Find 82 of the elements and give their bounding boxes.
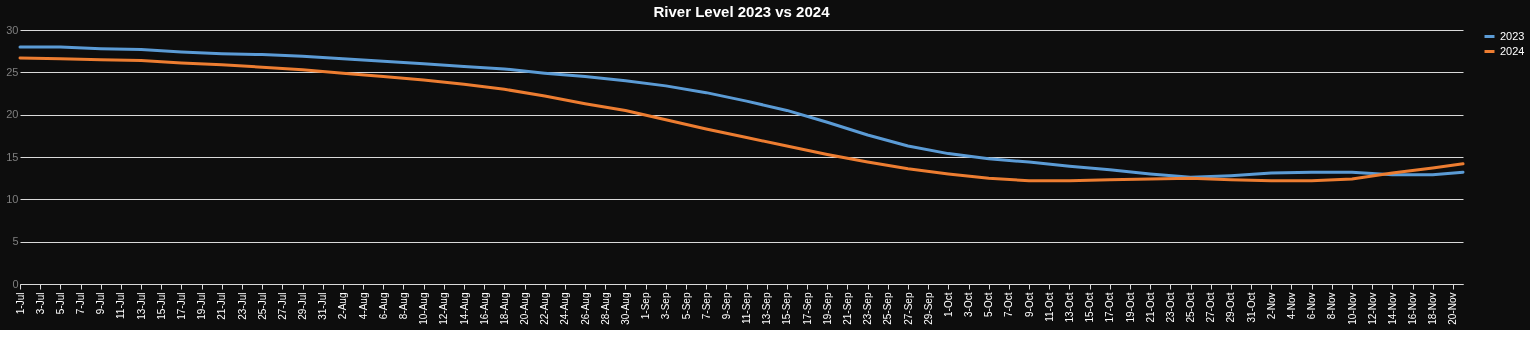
x-tick-label: 8-Aug — [397, 292, 409, 320]
x-tick-label: 20-Nov — [1447, 292, 1459, 325]
x-tick-label: 17-Oct — [1104, 292, 1116, 323]
x-tick-label: 19-Jul — [196, 292, 208, 320]
x-tick-label: 13-Sep — [761, 292, 773, 325]
x-tick-label: 3-Sep — [660, 292, 672, 320]
x-tick-label: 18-Nov — [1427, 292, 1439, 325]
x-tick-label: 23-Sep — [862, 292, 874, 325]
x-tick-label: 31-Oct — [1245, 292, 1257, 323]
x-tick-label: 30-Aug — [619, 292, 631, 325]
x-tick-label: 14-Aug — [458, 292, 470, 325]
x-tick-label: 13-Oct — [1063, 292, 1075, 323]
x-tick-label: 1-Jul — [14, 292, 26, 315]
x-tick-label: 27-Jul — [276, 292, 288, 320]
x-tick-label: 31-Jul — [317, 292, 329, 320]
x-tick-label: 1-Sep — [640, 292, 652, 320]
x-tick-label: 25-Sep — [882, 292, 894, 325]
y-tick-label: 5 — [12, 235, 19, 248]
x-tick-label: 29-Jul — [297, 292, 309, 320]
x-tick-label: 2-Nov — [1265, 292, 1277, 320]
x-tick-label: 11-Sep — [741, 292, 753, 325]
x-tick-label: 10-Nov — [1346, 292, 1358, 325]
x-tick-label: 5-Jul — [54, 292, 66, 315]
x-tick-label: 7-Jul — [75, 292, 87, 315]
x-tick-label: 15-Sep — [781, 292, 793, 325]
x-tick-label: 12-Nov — [1366, 292, 1378, 325]
x-tick-label: 3-Oct — [963, 292, 975, 317]
x-tick-label: 26-Aug — [579, 292, 591, 325]
x-tick-label: 20-Aug — [519, 292, 531, 325]
y-tick-label: 10 — [6, 192, 19, 205]
y-tick-label: 15 — [6, 150, 19, 163]
y-tick-label: 25 — [6, 65, 19, 78]
x-tick-label: 3-Jul — [34, 292, 46, 315]
x-tick-label: 19-Oct — [1124, 292, 1136, 323]
x-tick-label: 5-Sep — [680, 292, 692, 320]
x-tick-label: 13-Jul — [135, 292, 147, 320]
x-tick-label: 28-Aug — [599, 292, 611, 325]
x-tick-label: 25-Oct — [1185, 292, 1197, 323]
x-tick-label: 15-Jul — [155, 292, 167, 320]
x-tick-label: 16-Aug — [478, 292, 490, 325]
x-tick-label: 14-Nov — [1386, 292, 1398, 325]
x-tick-label: 22-Aug — [539, 292, 551, 325]
x-tick-label: 21-Sep — [841, 292, 853, 325]
x-tick-label: 29-Oct — [1225, 292, 1237, 323]
y-tick-label: 20 — [6, 108, 19, 121]
x-tick-label: 9-Oct — [1023, 292, 1035, 317]
x-tick-label: 9-Sep — [720, 292, 732, 320]
x-tick-label: 10-Aug — [418, 292, 430, 325]
x-tick-label: 23-Jul — [236, 292, 248, 320]
legend-label: 2024 — [1500, 44, 1525, 57]
x-tick-label: 1-Oct — [942, 292, 954, 317]
x-tick-label: 27-Sep — [902, 292, 914, 325]
x-tick-label: 7-Sep — [700, 292, 712, 320]
x-tick-label: 24-Aug — [559, 292, 571, 325]
x-tick-label: 11-Jul — [115, 292, 127, 319]
x-tick-label: 21-Oct — [1144, 292, 1156, 323]
x-tick-label: 18-Aug — [498, 292, 510, 325]
x-tick-label: 25-Jul — [256, 292, 268, 320]
x-tick-label: 27-Oct — [1205, 292, 1217, 323]
y-tick-label: 30 — [6, 23, 19, 36]
x-tick-label: 21-Jul — [216, 292, 228, 320]
x-tick-label: 6-Nov — [1306, 292, 1318, 320]
y-tick-label: 0 — [12, 277, 19, 290]
x-tick-label: 6-Aug — [377, 292, 389, 320]
x-tick-label: 2-Aug — [337, 292, 349, 320]
x-tick-label: 4-Aug — [357, 292, 369, 320]
x-tick-label: 19-Sep — [821, 292, 833, 325]
x-tick-label: 11-Oct — [1043, 292, 1055, 322]
x-tick-label: 7-Oct — [1003, 292, 1015, 317]
x-tick-label: 23-Oct — [1164, 292, 1176, 323]
legend-label: 2023 — [1500, 29, 1525, 42]
x-tick-label: 15-Oct — [1084, 292, 1096, 323]
x-tick-label: 4-Nov — [1285, 292, 1297, 320]
x-tick-label: 17-Sep — [801, 292, 813, 325]
x-tick-label: 16-Nov — [1407, 292, 1419, 325]
x-tick-label: 12-Aug — [438, 292, 450, 325]
x-tick-label: 29-Sep — [922, 292, 934, 325]
chart-title: River Level 2023 vs 2024 — [653, 3, 831, 20]
x-tick-label: 5-Oct — [983, 292, 995, 317]
x-tick-label: 9-Jul — [95, 292, 107, 315]
x-tick-label: 17-Jul — [175, 292, 187, 320]
x-tick-label: 8-Nov — [1326, 292, 1338, 320]
